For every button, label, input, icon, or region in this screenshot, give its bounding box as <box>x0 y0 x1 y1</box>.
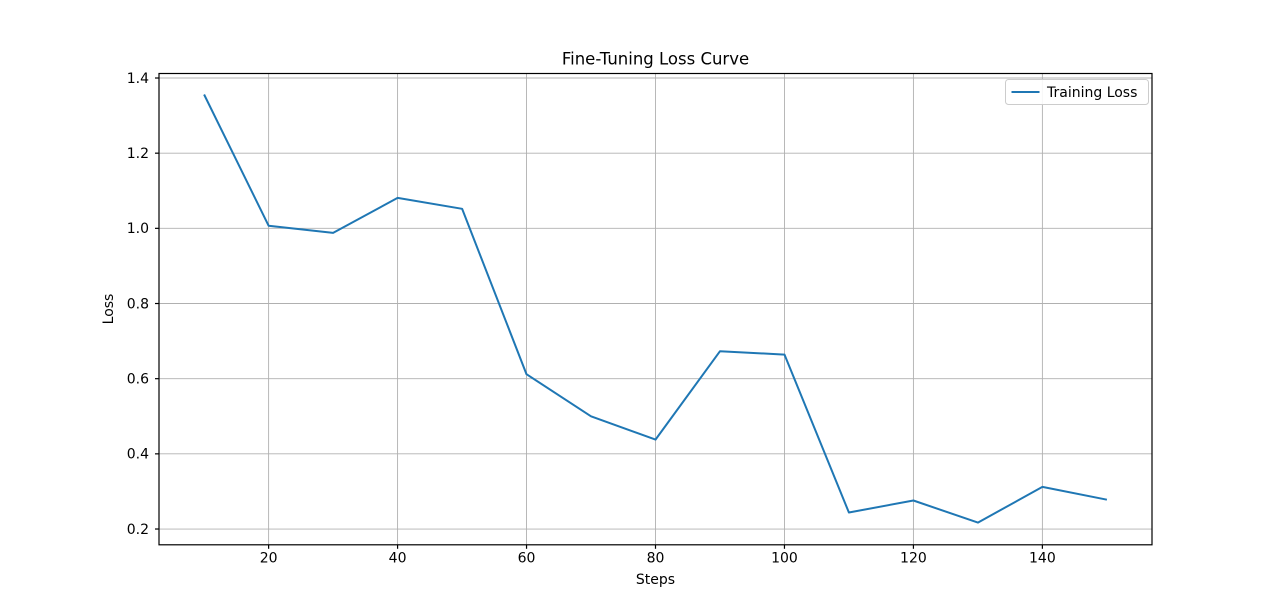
legend-entry-label: Training Loss <box>1046 85 1137 101</box>
tick-marks <box>155 77 1043 549</box>
y-tick-label: 0.8 <box>127 296 149 312</box>
x-tick-label: 40 <box>389 550 407 566</box>
y-tick-label: 0.2 <box>127 522 149 538</box>
x-tick-label: 20 <box>260 550 278 566</box>
x-tick-labels: 20 40 60 80 100 120 140 <box>260 550 1056 566</box>
x-axis-label: Steps <box>636 572 675 588</box>
legend: Training Loss <box>1005 79 1149 105</box>
chart-title: Fine-Tuning Loss Curve <box>562 50 749 69</box>
x-tick-label: 100 <box>771 550 798 566</box>
x-tick-label: 80 <box>647 550 665 566</box>
x-tick-label: 140 <box>1029 550 1056 566</box>
y-tick-label: 0.6 <box>127 371 149 387</box>
x-tick-label: 60 <box>518 550 536 566</box>
gridlines <box>159 73 1152 545</box>
y-tick-labels: 0.2 0.4 0.6 0.8 1.0 1.2 1.4 <box>127 71 149 538</box>
y-tick-label: 1.4 <box>127 71 149 87</box>
x-tick-label: 120 <box>900 550 927 566</box>
y-tick-label: 0.4 <box>127 447 149 463</box>
y-tick-label: 1.2 <box>127 146 149 162</box>
legend-box <box>1005 79 1149 105</box>
y-axis-label: Loss <box>101 294 117 325</box>
training-loss-line <box>203 94 1108 524</box>
y-tick-label: 1.0 <box>127 221 149 237</box>
